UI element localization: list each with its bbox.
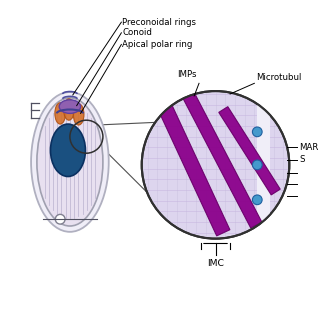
Ellipse shape [37, 98, 103, 226]
Text: Microtubul: Microtubul [256, 73, 302, 82]
Polygon shape [257, 102, 270, 228]
Ellipse shape [64, 99, 74, 120]
Polygon shape [219, 107, 280, 195]
Text: IMC: IMC [207, 259, 224, 268]
Circle shape [142, 91, 289, 239]
Ellipse shape [55, 103, 66, 124]
Ellipse shape [51, 124, 85, 177]
Polygon shape [183, 92, 262, 228]
Polygon shape [153, 92, 230, 236]
Circle shape [252, 127, 262, 137]
Ellipse shape [59, 100, 81, 113]
Text: IMPs: IMPs [177, 70, 196, 79]
Ellipse shape [31, 92, 109, 232]
Text: Apical polar ring: Apical polar ring [122, 40, 193, 49]
Text: MAR: MAR [299, 143, 318, 152]
Circle shape [55, 214, 65, 224]
Text: Preconoidal rings: Preconoidal rings [122, 18, 196, 27]
Text: Conoid: Conoid [122, 28, 152, 37]
Circle shape [252, 195, 262, 205]
Circle shape [252, 160, 262, 170]
Text: S: S [299, 156, 305, 164]
Ellipse shape [73, 104, 84, 125]
